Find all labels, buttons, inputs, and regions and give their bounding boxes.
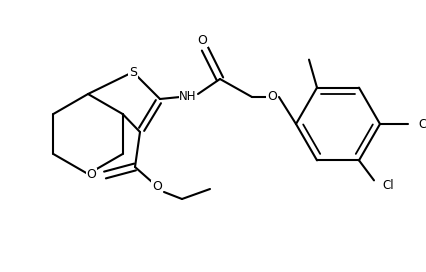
Text: O: O [86,168,96,181]
Text: O: O [152,181,162,193]
Text: S: S [129,66,137,79]
Text: Cl: Cl [418,118,426,131]
Text: O: O [267,91,277,104]
Text: O: O [197,33,207,47]
Text: NH: NH [179,91,197,104]
Text: Cl: Cl [382,179,394,192]
